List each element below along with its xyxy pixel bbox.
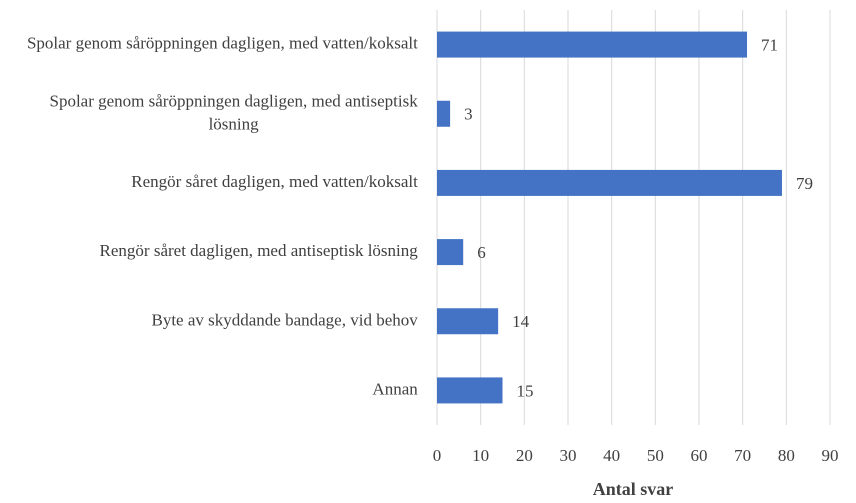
y-tick-label: Rengör såret dagligen, med antiseptisk l… — [100, 241, 419, 260]
bar — [437, 377, 503, 404]
x-tick-label: 0 — [433, 446, 442, 465]
bar — [437, 308, 499, 335]
bar — [437, 239, 464, 266]
y-tick-label: Spolar genom såröppningen dagligen, med … — [27, 33, 418, 52]
x-tick-label: 60 — [691, 446, 708, 465]
y-tick-label: Rengör såret dagligen, med vatten/koksal… — [131, 172, 418, 191]
x-tick-label: 80 — [778, 446, 795, 465]
data-label: 79 — [796, 174, 813, 193]
y-tick-label: Byte av skyddande bandage, vid behov — [151, 310, 418, 329]
bar — [437, 31, 748, 58]
data-label: 3 — [464, 105, 473, 124]
data-label: 6 — [477, 243, 486, 262]
data-label: 14 — [512, 312, 530, 331]
data-label: 71 — [761, 35, 778, 54]
y-tick-label: Annan — [372, 379, 418, 398]
x-tick-label: 70 — [734, 446, 751, 465]
x-tick-label: 20 — [516, 446, 533, 465]
x-axis-title: Antal svar — [593, 479, 674, 499]
x-tick-label: 50 — [647, 446, 664, 465]
data-label: 15 — [517, 381, 534, 400]
x-tick-label: 40 — [603, 446, 620, 465]
x-tick-label: 10 — [472, 446, 489, 465]
bar — [437, 169, 782, 196]
bar — [437, 100, 451, 127]
y-tick-label: Spolar genom såröppningen dagligen, med … — [49, 91, 418, 133]
x-tick-label: 90 — [822, 446, 839, 465]
x-tick-label: 30 — [560, 446, 577, 465]
